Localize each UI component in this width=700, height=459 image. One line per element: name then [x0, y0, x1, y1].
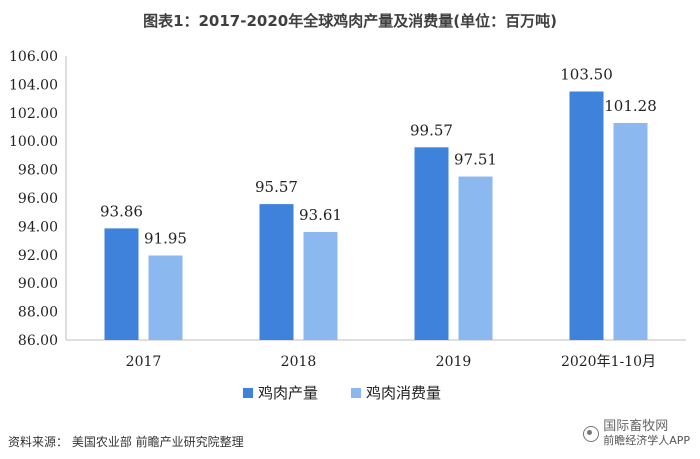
bar — [458, 176, 493, 340]
y-tick-label: 98.00 — [18, 163, 58, 179]
data-label: 93.86 — [100, 202, 143, 220]
x-tick-label: 2020年1-10月 — [561, 354, 656, 370]
bar — [104, 228, 139, 340]
legend-swatch — [351, 388, 361, 398]
x-tick-label: 2017 — [126, 354, 162, 370]
y-tick-label: 106.00 — [9, 49, 58, 65]
data-label: 99.57 — [410, 121, 453, 139]
watermark-line2: 前瞻经济学人APP — [603, 434, 690, 447]
y-tick-label: 92.00 — [18, 248, 58, 264]
watermark: 国际畜牧网 前瞻经济学人APP — [583, 420, 690, 448]
y-tick-label: 86.00 — [18, 333, 58, 349]
data-label: 101.28 — [604, 97, 657, 115]
bar — [414, 147, 449, 340]
y-tick-label: 104.00 — [9, 77, 58, 93]
bar — [569, 91, 604, 340]
data-label: 91.95 — [144, 230, 187, 248]
data-label: 103.50 — [560, 66, 613, 84]
y-tick-label: 90.00 — [18, 276, 58, 292]
bar — [303, 231, 338, 340]
legend-label: 鸡肉产量 — [258, 384, 318, 402]
x-tick-label: 2018 — [281, 354, 317, 370]
legend-label: 鸡肉消费量 — [366, 384, 441, 402]
data-label: 93.61 — [299, 206, 342, 224]
y-tick-label: 102.00 — [9, 106, 58, 122]
x-tick-label: 2019 — [436, 354, 472, 370]
source-note: 资料来源： 美国农业部 前瞻产业研究院整理 — [8, 435, 244, 449]
wechat-icon — [583, 426, 600, 442]
data-label: 97.51 — [454, 151, 497, 169]
data-label: 95.57 — [255, 178, 298, 196]
bar — [148, 255, 183, 340]
y-tick-label: 94.00 — [18, 219, 58, 235]
watermark-text: 国际畜牧网 前瞻经济学人APP — [603, 420, 690, 448]
y-tick-label: 96.00 — [18, 191, 58, 207]
bar — [259, 204, 294, 340]
bar — [613, 123, 648, 340]
y-tick-label: 100.00 — [9, 134, 58, 150]
y-tick-label: 88.00 — [18, 305, 58, 321]
chart-title: 图表1：2017-2020年全球鸡肉产量及消费量(单位：百万吨) — [143, 12, 557, 30]
watermark-line1: 国际畜牧网 — [603, 419, 669, 434]
legend-swatch — [243, 388, 253, 398]
